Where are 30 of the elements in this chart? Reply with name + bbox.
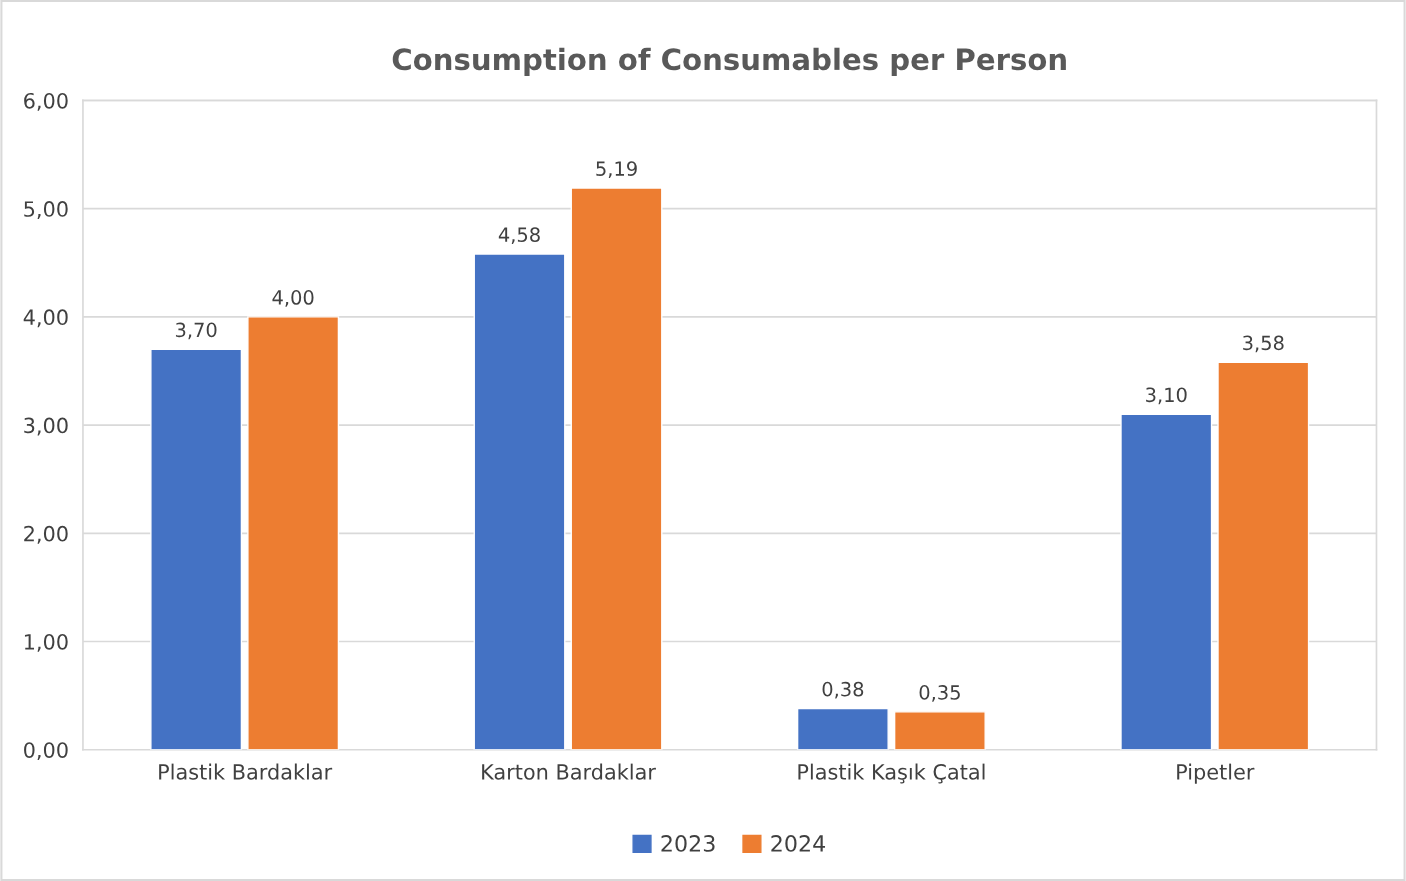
data-label: 0,35 [919,685,960,702]
legend-label: 2024 [771,835,826,852]
x-tick-label: Plastik Kaşık Çatal [798,763,985,784]
bar [247,316,340,750]
x-tick-label: Karton Bardaklar [482,763,656,780]
chart-title: Consumption of Consumables per Person [392,47,1066,76]
bar [893,711,986,750]
data-label: 4,00 [272,290,314,307]
y-tick-label: 0,00 [24,742,68,761]
data-label: 3,10 [1146,387,1187,405]
x-tick-label: Pipetler [1177,763,1255,784]
data-label: 4,58 [498,227,540,244]
y-tick-label: 6,00 [24,92,68,111]
y-tick-label: 2,00 [24,525,68,544]
y-tick-label: 1,00 [24,633,68,652]
data-label: 3,70 [175,322,217,340]
bar [796,707,889,750]
data-label: 5,19 [596,161,637,178]
bar [150,348,243,750]
data-label: 3,58 [1243,335,1284,353]
x-tick-label: Plastik Bardaklar [159,763,333,780]
y-tick-label: 4,00 [23,309,68,328]
bar [1217,361,1310,750]
bar [473,253,566,750]
legend-label: 2023 [661,835,715,852]
bar [570,187,663,750]
y-tick-label: 5,00 [24,201,68,219]
y-tick-label: 3,00 [24,417,68,436]
data-label: 0,38 [822,681,864,699]
bar [1120,413,1213,750]
